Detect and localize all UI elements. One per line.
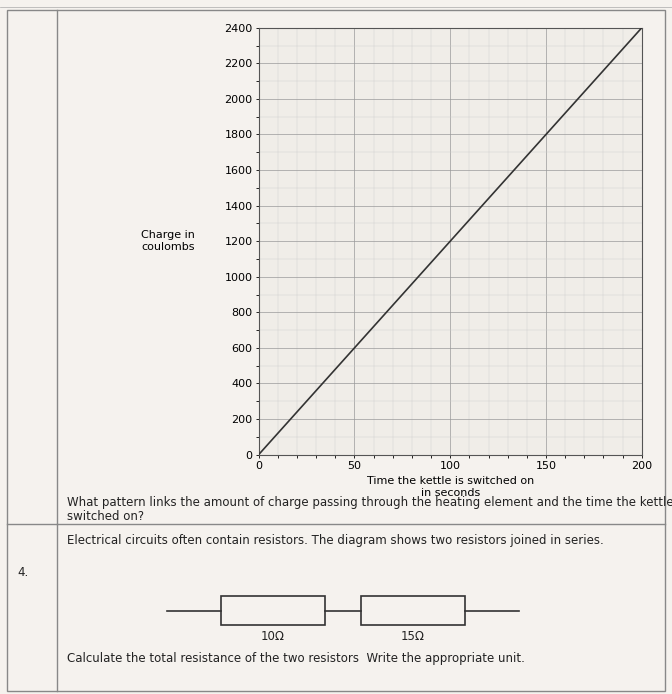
Text: 4.: 4. [17,566,28,579]
Text: Charge in
coulombs: Charge in coulombs [141,230,195,252]
Text: 15Ω: 15Ω [401,630,425,643]
Text: 10Ω: 10Ω [261,630,285,643]
Text: Electrical circuits often contain resistors. The diagram shows two resistors joi: Electrical circuits often contain resist… [67,534,604,548]
Text: Calculate the total resistance of the two resistors  Write the appropriate unit.: Calculate the total resistance of the tw… [67,652,525,666]
X-axis label: Time the kettle is switched on
in seconds: Time the kettle is switched on in second… [367,476,534,498]
Text: What pattern links the amount of charge passing through the heating element and : What pattern links the amount of charge … [67,496,672,509]
Bar [221,596,325,625]
Text: switched on?: switched on? [67,510,144,523]
Bar [362,596,464,625]
